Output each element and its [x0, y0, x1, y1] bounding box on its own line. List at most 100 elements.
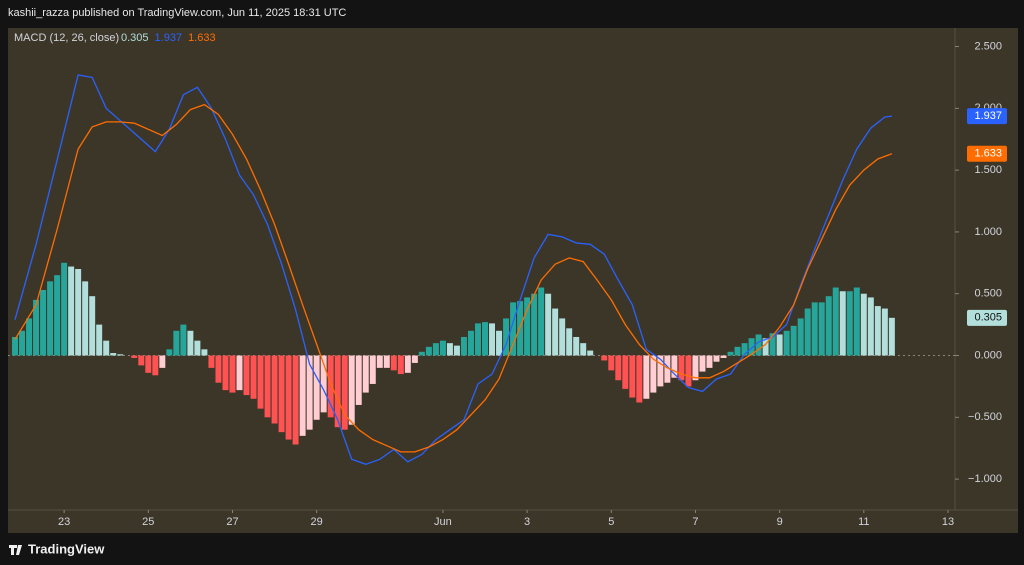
histogram-bar — [510, 302, 517, 356]
histogram-bar — [12, 336, 18, 356]
histogram-bar — [804, 308, 811, 356]
histogram-bar — [383, 355, 390, 368]
histogram-bar — [166, 349, 173, 356]
histogram-bar — [846, 291, 853, 356]
x-tick-label: 9 — [777, 516, 783, 528]
histogram-bar — [75, 269, 82, 356]
histogram-bar — [264, 355, 271, 418]
histogram-bar — [699, 355, 706, 372]
histogram-bar — [629, 355, 636, 398]
x-tick-label: 29 — [311, 516, 323, 528]
histogram-bar — [467, 330, 474, 356]
histogram-bar — [180, 324, 187, 356]
histogram-bar — [601, 355, 608, 361]
histogram-bar — [769, 333, 776, 356]
histogram-bar — [243, 355, 250, 396]
x-tick-label: 3 — [524, 516, 530, 528]
histogram-bar — [797, 318, 804, 356]
histogram-bar — [110, 353, 117, 356]
histogram-bar — [117, 354, 124, 356]
histogram-bar — [881, 308, 888, 356]
histogram-bar — [313, 355, 320, 420]
y-tick-label: 2.500 — [974, 40, 1002, 52]
line-series — [14, 103, 893, 453]
histogram-bar — [531, 293, 538, 356]
histogram-bar — [475, 323, 481, 356]
histogram-bar — [187, 330, 194, 356]
histogram-bar — [19, 330, 26, 356]
histogram-bar — [40, 290, 47, 356]
histogram-bar — [783, 330, 790, 356]
price-tag — [967, 145, 1007, 162]
histogram-bar — [404, 355, 411, 373]
y-tick-label: −1.000 — [968, 473, 1002, 485]
histogram-bar — [685, 355, 692, 387]
x-tick-label: Jun — [434, 516, 452, 528]
histogram-bar — [215, 355, 222, 383]
y-tick-label: 1.500 — [974, 164, 1002, 176]
histogram-bar — [671, 355, 678, 378]
histogram-bar — [68, 266, 75, 356]
histogram-bar — [482, 322, 488, 356]
histogram-bar — [439, 340, 446, 356]
histogram-bar — [194, 340, 201, 356]
histogram-bar — [61, 262, 68, 356]
histogram-bar — [131, 355, 138, 358]
histogram-bar — [341, 355, 348, 430]
histogram-bar — [825, 296, 832, 356]
logo-icon — [9, 545, 22, 555]
histogram-bar — [348, 355, 355, 425]
histogram-bar — [888, 317, 895, 356]
histogram-bar — [411, 355, 418, 363]
legend-value: 1.633 — [188, 32, 216, 44]
histogram-bar — [615, 355, 622, 381]
histogram-bar — [755, 334, 762, 356]
histogram-bar — [208, 355, 215, 368]
histogram-bar — [285, 355, 292, 440]
legend-value: 0.305 — [121, 32, 149, 44]
histogram-bar — [692, 355, 699, 381]
histogram-bar — [33, 299, 40, 356]
histogram-bar — [636, 355, 643, 403]
histogram-bar — [762, 338, 769, 356]
histogram-bar — [306, 355, 313, 430]
histogram-bar — [446, 343, 453, 356]
histogram-bar — [874, 306, 881, 356]
histogram-bar — [566, 328, 573, 356]
header: kashii_razza published on TradingView.co… — [8, 7, 346, 19]
chart-panel — [8, 28, 1018, 533]
y-tick-label: −0.500 — [968, 411, 1002, 423]
histogram-bar — [376, 355, 383, 368]
histogram-bar — [678, 355, 685, 381]
histogram-bar — [236, 355, 243, 391]
histogram-bar — [811, 302, 818, 356]
x-tick-label: 7 — [692, 516, 698, 528]
histogram-bar — [432, 343, 439, 356]
histogram-bar — [832, 287, 839, 356]
histogram-bar — [145, 355, 152, 373]
footer-logo: TradingView — [28, 541, 105, 556]
histogram-bar — [271, 355, 278, 424]
x-tick-label: 11 — [858, 516, 869, 528]
histogram-bar — [573, 336, 580, 356]
histogram-bar — [503, 318, 510, 356]
price-tag — [967, 309, 1007, 326]
histogram-bar — [650, 355, 657, 393]
histogram-bar — [727, 351, 734, 356]
legend-value: 1.937 — [155, 32, 183, 44]
price-tag-label: 1.937 — [974, 110, 1002, 122]
histogram-bar — [496, 330, 503, 356]
y-tick-label: 0.000 — [974, 349, 1002, 361]
histogram-bar — [706, 355, 713, 368]
y-tick-label: 1.000 — [974, 226, 1002, 238]
indicator-title: MACD (12, 26, close) — [14, 32, 119, 44]
histogram-bar — [362, 355, 369, 393]
histogram-bar — [720, 355, 727, 358]
histogram-bar — [390, 355, 397, 371]
histogram-bar — [453, 345, 460, 356]
histogram-bar — [839, 291, 846, 356]
histogram-bar — [664, 355, 671, 383]
histogram-bar — [538, 287, 545, 356]
histogram-bar — [397, 355, 404, 375]
